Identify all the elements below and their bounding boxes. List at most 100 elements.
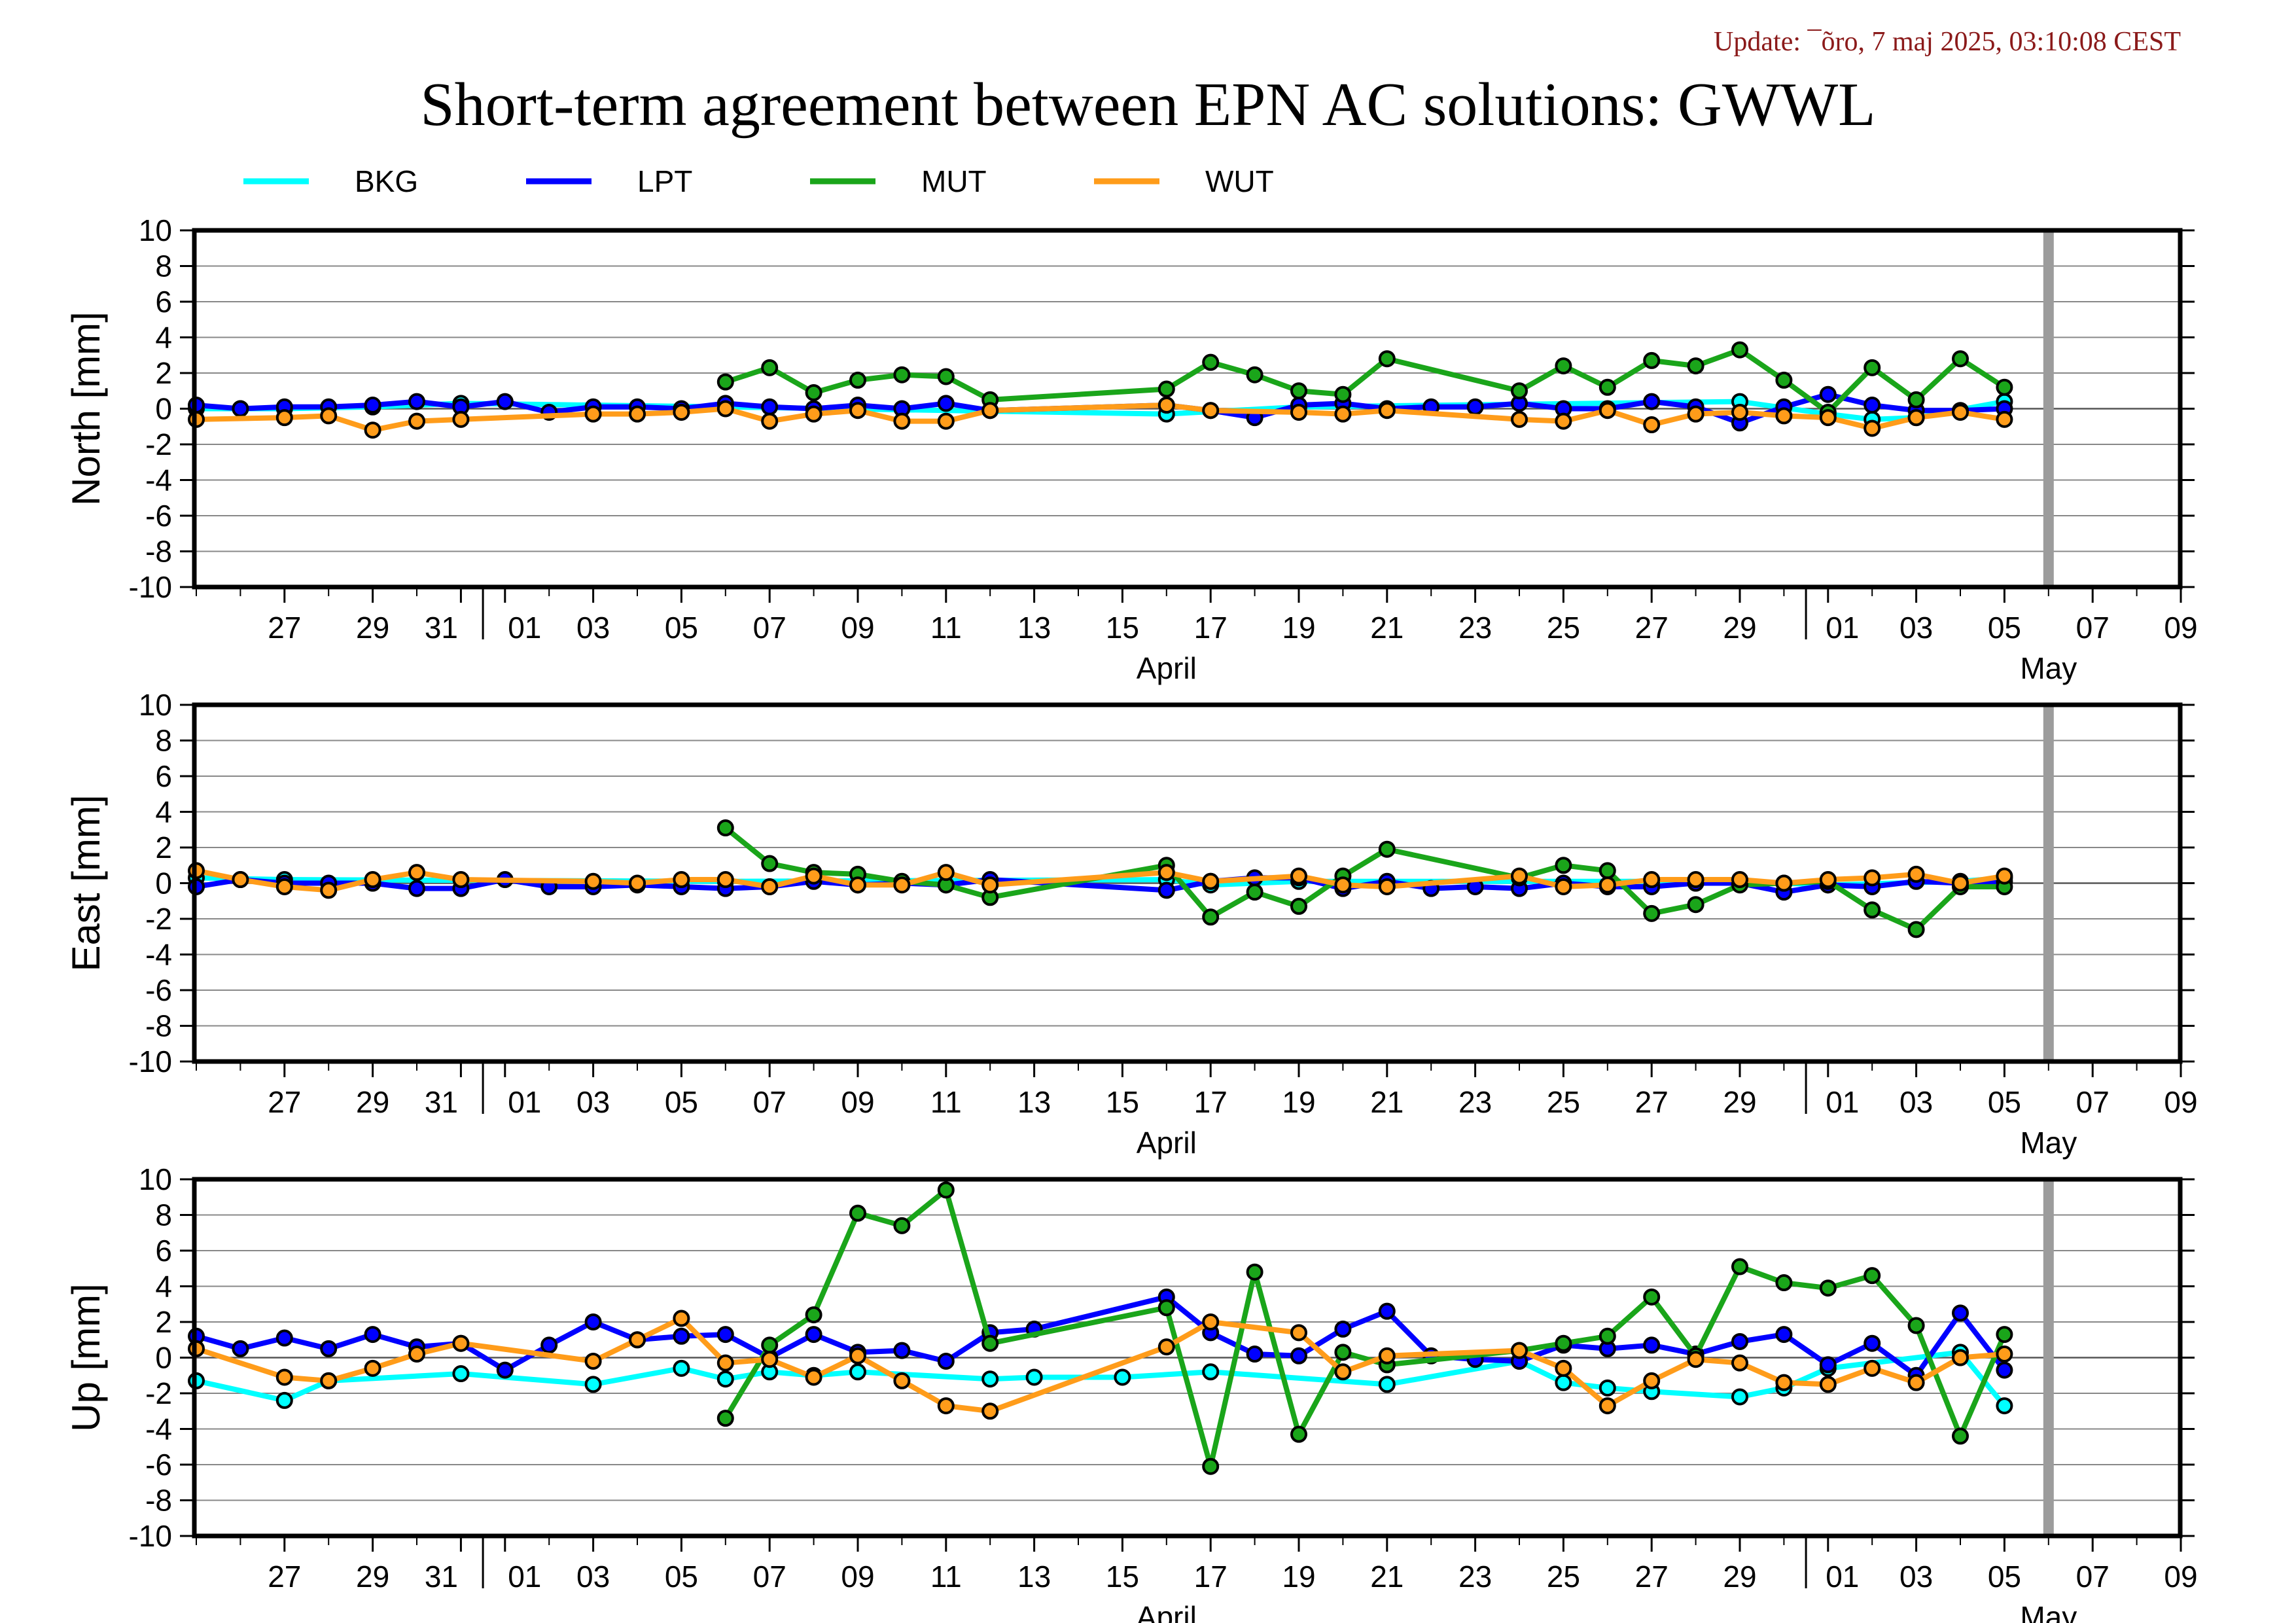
y-tick-label: 8 [155,724,172,758]
data-point-lpt [716,1326,734,1344]
data-point-lpt [673,1327,690,1345]
data-point-wut [716,400,734,418]
month-label: May [2020,651,2077,685]
y-tick-label: -4 [145,463,172,497]
data-point-wut [981,1402,999,1420]
data-point-wut [232,871,249,889]
x-tick-label: 05 [665,1085,698,1119]
x-tick-label: 09 [841,1085,874,1119]
data-point-lpt [1157,882,1175,899]
y-tick-label: -8 [145,1009,172,1043]
data-point-wut [1378,878,1396,895]
legend: BKG LPT MUT WUT [243,164,1274,198]
data-point-lpt [1246,1346,1263,1363]
x-tick-label: 21 [1370,1560,1404,1594]
x-tick-label: 09 [2164,611,2197,645]
data-point-wut [1996,867,2013,885]
data-point-wut [1952,1349,1969,1366]
x-tick-label: 27 [268,1085,301,1119]
data-point-mut [761,1336,779,1354]
y-tick-label: -8 [145,1484,172,1518]
data-point-mut [1731,1258,1748,1275]
data-point-wut [1598,1397,1616,1415]
x-tick-label: 03 [1899,611,1933,645]
data-point-mut [1334,385,1352,403]
data-point-wut [320,882,338,899]
y-tick-label: 6 [155,1234,172,1268]
data-point-lpt [496,1361,514,1379]
data-point-bkg [716,1370,734,1388]
x-tick-label: 05 [665,611,698,645]
data-point-mut [1202,908,1220,926]
y-tick-label: -10 [129,570,172,604]
data-point-mut [981,1334,999,1352]
data-point-wut [1511,1342,1528,1359]
x-tick-label: 27 [1635,1560,1669,1594]
x-tick-label: 09 [2164,1560,2197,1594]
x-tick-label: 03 [576,1560,610,1594]
x-tick-label: 09 [841,611,874,645]
data-point-bkg [849,1363,866,1381]
y-tick-label: -2 [145,1376,172,1410]
data-point-wut [452,1334,470,1352]
series-line-mut [724,347,2006,415]
data-point-mut [1378,350,1396,368]
x-tick-label: 29 [356,1560,389,1594]
data-point-bkg [1025,1368,1043,1386]
data-point-wut [1202,872,1220,890]
data-point-mut [1246,1263,1263,1281]
data-point-wut [1952,874,1969,892]
data-point-mut [1907,921,1925,938]
data-point-wut [1731,1354,1748,1372]
data-point-mut [1952,1427,1969,1445]
data-point-mut [937,368,955,385]
data-point-wut [1202,1313,1220,1330]
y-axis-label: North [mm] [64,312,108,506]
x-tick-label: 23 [1458,611,1492,645]
y-tick-label: 10 [139,213,172,247]
x-tick-label: 07 [753,1560,786,1594]
data-point-mut [1202,353,1220,371]
x-tick-label: 07 [2076,1085,2110,1119]
x-tick-label: 01 [1826,1560,1859,1594]
legend-label-bkg: BKG [355,164,418,198]
data-point-bkg [1996,1397,2013,1415]
data-point-wut [1290,403,1307,421]
data-point-mut [1290,1425,1307,1443]
y-tick-label: -10 [129,1519,172,1553]
y-tick-label: -8 [145,535,172,569]
x-tick-label: 25 [1547,611,1580,645]
data-point-lpt [1863,1334,1881,1352]
data-point-wut [320,407,338,425]
data-point-lpt [1334,1320,1352,1338]
y-tick-label: 10 [139,688,172,722]
data-point-wut [893,412,911,430]
data-point-wut [1598,876,1616,894]
data-point-wut [1952,403,1969,421]
data-point-mut [1863,1267,1881,1285]
data-point-wut [364,421,381,439]
data-point-bkg [1114,1368,1131,1386]
data-point-mut [1598,1327,1616,1345]
y-tick-label: 2 [155,830,172,865]
data-point-wut [452,871,470,889]
data-point-wut [1555,1359,1572,1377]
data-point-lpt [1643,1336,1661,1354]
x-tick-label: 23 [1458,1560,1492,1594]
data-point-mut [716,819,734,837]
data-point-wut [673,871,690,889]
x-tick-label: 15 [1106,1560,1139,1594]
data-point-lpt [232,400,249,418]
x-tick-label: 11 [930,1085,962,1119]
data-point-wut [408,864,425,882]
x-tick-label: 03 [576,611,610,645]
data-point-wut [1511,867,1528,885]
x-tick-label: 05 [1988,611,2021,645]
x-tick-label: 05 [1988,1560,2021,1594]
data-point-wut [1643,1372,1661,1389]
data-point-lpt [496,393,514,410]
data-point-lpt [761,398,779,416]
data-point-wut [937,412,955,430]
data-point-wut [1687,871,1704,889]
